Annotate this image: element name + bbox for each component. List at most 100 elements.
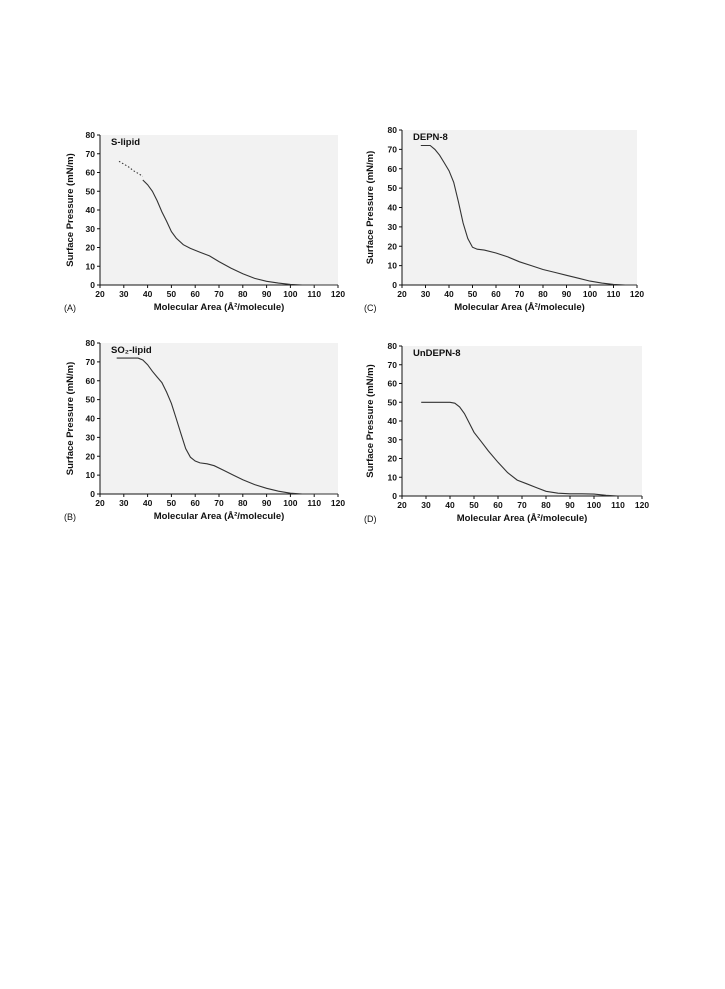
x-tick-label: 90 [562,289,572,299]
x-tick-label: 80 [538,289,548,299]
chart-panel-a: 0 10 20 30 40 50 60 70 80 20 30 40 50 60 70 80 90 100 110 1… [62,125,352,320]
x-tick-label: 50 [468,289,478,299]
x-tick-label: 90 [262,498,272,508]
x-tick-label: 80 [541,500,551,510]
x-axis-label: Molecular Area (Å²/molecule) [454,302,585,313]
x-tick-label: 90 [262,289,272,299]
y-tick-label: 30 [86,432,96,442]
chart-title: S-lipid [111,137,140,148]
x-tick-label: 30 [119,289,129,299]
y-axis-label: Surface Pressure (mN/m) [65,362,76,476]
x-tick-label: 40 [143,498,153,508]
panel-label: (A) [64,303,76,313]
y-tick-label: 50 [388,397,398,407]
x-axis-label: Molecular Area (Å²/molecule) [154,511,285,522]
y-tick-label: 0 [392,280,397,290]
x-tick-label: 40 [445,500,455,510]
x-tick-label: 60 [491,289,501,299]
chart-panel-b: 0 10 20 30 40 50 60 70 80 20 30 40 50 60 70 80 90 100 110 1… [62,332,352,530]
y-tick-label: 50 [86,395,96,405]
plot-area [100,343,338,494]
x-tick-label: 20 [397,289,407,299]
y-tick-label: 80 [388,125,398,135]
x-tick-label: 80 [238,498,248,508]
panel-label: (B) [64,512,76,522]
y-tick-label: 60 [388,164,398,174]
y-tick-label: 20 [86,243,96,253]
y-tick-label: 10 [86,470,96,480]
isotherm-line [421,401,642,497]
x-tick-label: 100 [587,500,601,510]
y-tick-label: 70 [388,144,398,154]
y-tick-label: 30 [388,222,398,232]
isotherm-line [116,357,338,495]
chart-panel-d: 0 10 20 30 40 50 60 70 80 20 30 40 50 60 70 80 90 100 110 1… [362,338,657,533]
isotherm-line [420,144,637,286]
x-tick-label: 60 [493,500,503,510]
y-tick-label: 80 [86,338,96,348]
x-tick-label: 20 [397,500,407,510]
y-tick-label: 60 [86,168,96,178]
y-tick-label: 10 [86,261,96,271]
y-tick-label: 0 [90,489,95,499]
x-tick-label: 100 [283,498,297,508]
x-tick-label: 40 [444,289,454,299]
x-tick-label: 120 [635,500,649,510]
x-tick-label: 110 [307,498,321,508]
panel-label: (D) [364,514,377,524]
y-tick-label: 50 [388,183,398,193]
x-tick-label: 50 [167,498,177,508]
plot-area [402,346,642,496]
y-tick-label: 70 [86,149,96,159]
y-axis-label: Surface Pressure (mN/m) [365,151,376,265]
x-tick-label: 110 [611,500,625,510]
chart-svg-c: 0 10 20 30 40 50 60 70 80 20 30 40 50 60 70 80 90 100 110 1… [364,125,644,313]
chart-title: DEPN-8 [413,132,448,143]
x-axis-label: Molecular Area (Å²/molecule) [457,513,588,524]
x-tick-label: 80 [238,289,248,299]
y-tick-label: 40 [388,416,398,426]
y-tick-label: 0 [392,491,397,501]
x-tick-label: 40 [143,289,153,299]
chart-panel-c: 0 10 20 30 40 50 60 70 80 20 30 40 50 60 70 80 90 100 110 1… [362,120,657,320]
panel-label: (C) [364,303,377,313]
x-tick-label: 20 [95,498,105,508]
x-tick-label: 50 [469,500,479,510]
y-tick-label: 30 [388,435,398,445]
x-tick-label: 110 [307,289,321,299]
x-tick-label: 70 [214,289,224,299]
chart-title: SO₂-lipid [111,345,152,356]
x-tick-label: 100 [283,289,297,299]
y-tick-label: 60 [388,379,398,389]
x-tick-label: 20 [95,289,105,299]
x-tick-label: 120 [331,289,345,299]
x-tick-label: 70 [214,498,224,508]
y-axis-label: Surface Pressure (mN/m) [365,364,376,478]
y-axis-label: Surface Pressure (mN/m) [65,153,76,267]
chart-svg-d: 0 10 20 30 40 50 60 70 80 20 30 40 50 60 70 80 90 100 110 1… [364,341,649,524]
x-tick-label: 30 [119,498,129,508]
y-tick-label: 0 [90,280,95,290]
x-tick-label: 120 [630,289,644,299]
y-tick-label: 10 [388,472,398,482]
x-tick-label: 60 [190,289,200,299]
x-tick-label: 110 [607,289,621,299]
x-tick-label: 60 [190,498,200,508]
x-tick-label: 70 [515,289,525,299]
chart-title: UnDEPN-8 [413,348,461,359]
x-tick-label: 70 [517,500,527,510]
x-tick-label: 100 [583,289,597,299]
y-tick-label: 70 [86,357,96,367]
isotherm-line-dotted [118,160,144,177]
y-tick-label: 40 [86,205,96,215]
chart-svg-a: 0 10 20 30 40 50 60 70 80 20 30 40 50 60 70 80 90 100 110 1… [64,130,345,313]
y-tick-label: 40 [86,414,96,424]
y-tick-label: 50 [86,186,96,196]
y-tick-label: 40 [388,203,398,213]
plot-area [402,130,637,285]
y-tick-label: 20 [86,451,96,461]
x-tick-label: 120 [331,498,345,508]
x-tick-label: 50 [167,289,177,299]
y-tick-label: 80 [86,130,96,140]
x-tick-label: 30 [421,289,431,299]
